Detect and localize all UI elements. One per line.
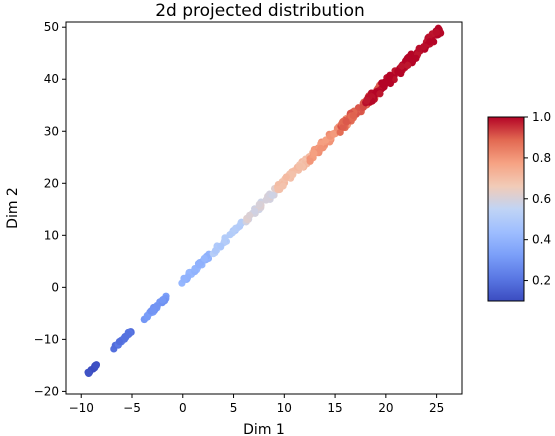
plot-frame (65, 21, 463, 395)
y-tick-label: 20 (44, 176, 59, 190)
scatter-point (330, 130, 338, 138)
scatter-point (404, 61, 412, 69)
scatter-point (295, 163, 304, 171)
x-tick-label: 25 (429, 401, 444, 415)
scatter-point (211, 246, 220, 255)
x-axis: −10 −5 0 5 10 15 20 25 (69, 394, 444, 415)
colorbar-tick-label: 1.0 (532, 110, 551, 124)
scatter-point (349, 111, 357, 120)
x-tick-label: −10 (69, 401, 94, 415)
scatter-point (378, 79, 386, 87)
scatter-point (255, 200, 263, 209)
scatter-point (268, 191, 276, 200)
colorbar (488, 117, 524, 301)
scatter-point (339, 123, 347, 131)
scatter-point (376, 90, 384, 98)
scatter-point (274, 186, 282, 194)
y-axis: −20 −10 0 10 20 30 40 50 (34, 20, 66, 398)
scatter-point (342, 117, 350, 126)
scatter-point (180, 275, 188, 283)
y-axis-label: Dim 2 (5, 187, 21, 229)
scatter-point (124, 330, 133, 338)
scatter-point (85, 369, 93, 377)
colorbar-tick-label: 0.6 (532, 192, 551, 206)
y-tick-label: −10 (34, 332, 59, 346)
scatter-point (115, 337, 123, 346)
scatter-point (217, 242, 225, 250)
x-tick-label: 10 (277, 401, 292, 415)
scatter-point (317, 144, 325, 153)
colorbar-tick-label: 0.4 (532, 233, 551, 247)
colorbar-axis: 0.2 0.4 0.6 0.8 1.0 (524, 110, 551, 288)
x-tick-label: 15 (327, 401, 342, 415)
scatter-point (420, 42, 428, 51)
scatter-point (289, 171, 297, 179)
colorbar-frame (487, 116, 525, 302)
scatter-point (385, 73, 393, 82)
scatter-point (262, 196, 270, 204)
y-tick-label: −20 (34, 384, 59, 398)
scatter-point (397, 69, 405, 78)
scatter-point (246, 211, 254, 219)
scatter-point (149, 306, 157, 314)
scatter-point (195, 261, 203, 269)
y-tick-label: 10 (44, 228, 59, 242)
scatter-point (282, 173, 290, 181)
scatter-point (159, 296, 167, 304)
x-axis-label: Dim 1 (243, 422, 285, 436)
scatter-point (251, 207, 259, 215)
colorbar-tick-label: 0.8 (532, 151, 551, 165)
x-tick-label: −5 (123, 401, 141, 415)
chart-title: 2d projected distribution (155, 1, 365, 21)
scatter-point (200, 254, 208, 263)
scatter-point (279, 182, 287, 190)
scatter-point (306, 157, 314, 165)
scatter-point (310, 149, 318, 157)
colorbar-tick-label: 0.2 (532, 274, 551, 288)
scatter-point (336, 128, 344, 136)
scatter-point (92, 361, 100, 370)
scatter-points (84, 24, 445, 378)
scatter-point (363, 96, 371, 105)
scatter-point (386, 79, 395, 88)
y-tick-label: 30 (44, 124, 59, 138)
scatter-point (426, 38, 434, 46)
x-tick-label: 20 (378, 401, 393, 415)
scatter-point (226, 231, 234, 239)
x-tick-label: 5 (230, 401, 238, 415)
y-tick-label: 50 (44, 20, 59, 34)
y-tick-label: 0 (51, 280, 59, 294)
y-tick-label: 40 (44, 72, 59, 86)
scatter-point (404, 54, 412, 62)
scatter-point (397, 62, 406, 70)
scatter-point (432, 28, 441, 36)
x-tick-label: 0 (179, 401, 187, 415)
